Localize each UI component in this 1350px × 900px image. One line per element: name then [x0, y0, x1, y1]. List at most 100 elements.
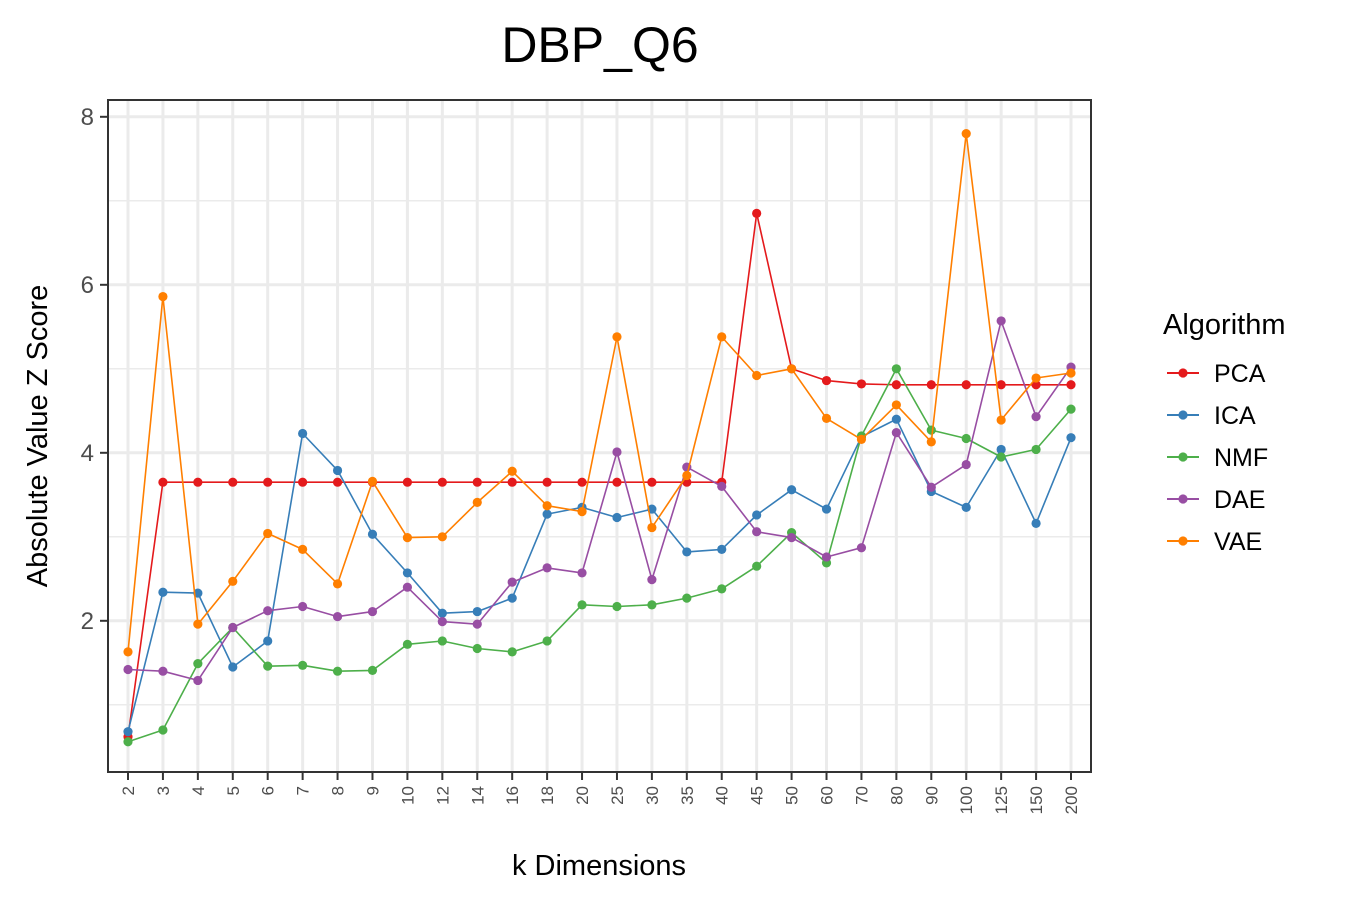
- panel-border: [107, 99, 1092, 773]
- data-point-dae: [821, 552, 832, 562]
- data-point-nmf: [752, 561, 762, 571]
- data-point-vae: [961, 129, 971, 139]
- data-point-pca: [891, 380, 901, 390]
- series-layer: [123, 129, 1076, 747]
- x-tick-label: 8: [329, 786, 348, 795]
- data-point-nmf: [717, 584, 727, 594]
- data-point-ica: [123, 727, 133, 737]
- data-point-vae: [472, 497, 482, 507]
- x-tick-label: 7: [294, 786, 313, 795]
- data-point-dae: [717, 481, 727, 491]
- data-point-vae: [996, 415, 1006, 425]
- data-point-nmf: [193, 659, 203, 669]
- x-tick-label: 6: [259, 786, 278, 795]
- x-tick-label: 35: [678, 786, 697, 805]
- data-point-dae: [1031, 412, 1041, 422]
- x-tick-label: 10: [398, 786, 417, 805]
- data-point-dae: [472, 619, 482, 629]
- x-tick-label: 45: [748, 786, 767, 805]
- legend-key-pca: [1167, 368, 1199, 378]
- data-point-ica: [437, 608, 447, 618]
- data-point-nmf: [891, 364, 901, 374]
- data-point-pca: [577, 477, 587, 487]
- data-point-pca: [996, 380, 1006, 390]
- data-point-vae: [263, 528, 273, 539]
- x-tick-label: 20: [573, 786, 592, 805]
- series-line-nmf: [127, 367, 1072, 743]
- plot-panel: [107, 99, 1092, 773]
- data-point-ica: [298, 428, 308, 439]
- data-point-vae: [367, 476, 378, 486]
- data-point-nmf: [612, 601, 622, 612]
- data-point-dae: [298, 601, 308, 612]
- data-point-pca: [472, 477, 482, 487]
- y-tick-label: 6: [81, 272, 94, 299]
- series-line-dae: [127, 320, 1072, 682]
- x-tick-label: 80: [887, 786, 906, 805]
- x-tick-label: 30: [643, 786, 662, 805]
- data-point-ica: [367, 529, 378, 539]
- data-point-vae: [542, 501, 552, 511]
- data-point-pca: [612, 477, 622, 487]
- x-tick-label: 90: [922, 786, 941, 805]
- data-point-nmf: [682, 593, 692, 603]
- x-tick-label: 5: [224, 786, 243, 795]
- data-point-vae: [786, 364, 797, 374]
- data-point-pca: [1031, 380, 1041, 390]
- data-point-pca: [1066, 380, 1076, 390]
- data-point-dae: [402, 582, 413, 592]
- x-tick-label: 100: [957, 786, 976, 814]
- data-point-vae: [1031, 373, 1041, 383]
- data-point-dae: [961, 459, 971, 470]
- data-point-vae: [717, 332, 727, 342]
- data-point-vae: [891, 400, 901, 410]
- data-point-vae: [821, 413, 832, 423]
- data-point-nmf: [367, 665, 378, 675]
- data-point-nmf: [542, 636, 552, 646]
- data-point-nmf: [123, 737, 133, 747]
- x-tick-label: 60: [818, 786, 837, 805]
- data-point-vae: [856, 434, 867, 444]
- y-tick-label: 8: [81, 104, 94, 131]
- data-point-dae: [228, 622, 238, 633]
- y-tick-label: 4: [81, 440, 94, 467]
- data-point-ica: [472, 606, 482, 617]
- data-point-pca: [821, 375, 832, 386]
- data-point-nmf: [996, 452, 1006, 462]
- data-point-ica: [402, 568, 413, 578]
- legend-key-point: [1178, 494, 1188, 504]
- data-point-vae: [577, 507, 587, 517]
- x-tick-label: 40: [713, 786, 732, 805]
- x-tick-label: 3: [154, 786, 173, 795]
- data-point-dae: [752, 527, 762, 537]
- legend-key-point: [1178, 410, 1188, 420]
- data-point-pca: [926, 380, 936, 390]
- data-point-ica: [263, 636, 273, 646]
- data-point-dae: [891, 428, 901, 438]
- data-point-dae: [856, 543, 867, 553]
- data-point-dae: [507, 577, 517, 587]
- data-point-vae: [123, 647, 133, 657]
- data-point-ica: [821, 504, 832, 514]
- series-line-vae: [127, 132, 1072, 652]
- x-tick-label: 125: [992, 786, 1011, 814]
- data-point-ica: [891, 414, 901, 424]
- data-point-ica: [332, 465, 343, 476]
- data-point-vae: [193, 619, 203, 629]
- x-tick-label: 18: [538, 786, 557, 805]
- data-point-nmf: [472, 643, 482, 654]
- data-point-ica: [961, 502, 971, 512]
- data-point-vae: [926, 437, 936, 447]
- data-point-pca: [263, 477, 273, 487]
- data-point-dae: [193, 675, 203, 686]
- legend-title: Algorithm: [1163, 309, 1286, 341]
- data-point-ica: [996, 444, 1006, 455]
- data-point-ica: [786, 485, 797, 495]
- y-tick-label: 2: [81, 608, 94, 635]
- data-point-ica: [717, 544, 727, 555]
- legend-key-point: [1178, 452, 1188, 462]
- data-point-vae: [332, 579, 343, 589]
- data-point-nmf: [158, 725, 168, 735]
- data-point-vae: [158, 291, 168, 302]
